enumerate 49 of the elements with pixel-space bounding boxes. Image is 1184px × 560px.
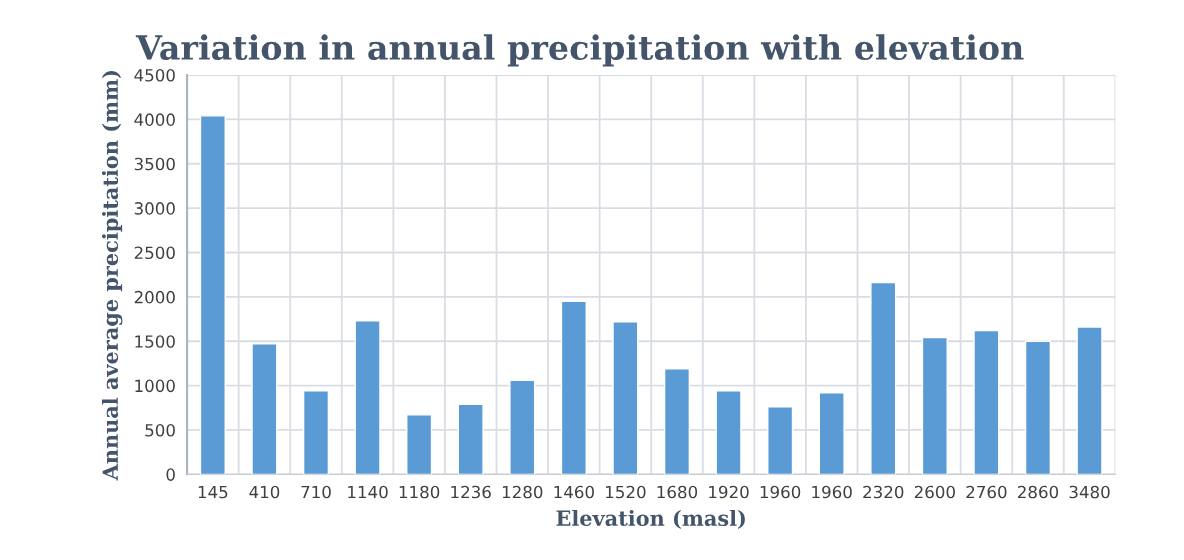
bar [199,115,226,475]
chart-title: Variation in annual precipitation with elevation [135,34,1024,67]
y-tick-label: 2000 [134,290,175,304]
bar [560,300,587,475]
x-tick-label: 1236 [451,485,491,499]
x-tick-label: 1140 [348,485,388,499]
y-tick-label: 1500 [135,335,175,348]
bar [663,368,691,475]
x-tick-label: 1280 [502,485,543,499]
bar [973,329,1000,475]
x-tick-label: 1180 [399,485,440,499]
y-tick-label: 4500 [134,69,175,82]
x-tick-label: 410 [249,485,280,499]
bar [818,391,845,475]
bar [457,403,484,475]
x-tick-label: 145 [198,485,228,499]
x-tick-label: 3480 [1069,485,1110,499]
y-tick-label: 3000 [134,202,175,215]
x-tick-label: 710 [301,485,331,499]
y-axis-title: Annual average precipitation (mm) [101,71,123,481]
bar [612,321,639,475]
x-tick-label: 1460 [554,485,594,499]
x-tick-label: 2600 [914,485,955,499]
y-tick-label: 3500 [134,157,175,171]
y-tick-label: 4000 [134,113,175,126]
bar [715,390,742,475]
y-tick-label: 0 [166,468,175,481]
bar [251,343,278,475]
y-tick-label: 2500 [134,246,175,260]
bar [302,390,330,475]
x-tick-label: 1920 [709,485,749,499]
bar [870,281,897,475]
x-tick-label: 1960 [760,485,801,499]
bar [767,406,794,475]
x-tick-label: 2760 [966,485,1007,499]
bar [1024,340,1052,475]
y-tick-label: 500 [145,423,175,437]
y-tick-label: 1000 [135,379,175,393]
bar [406,414,433,475]
x-axis-title: Elevation (masl) [556,509,745,529]
x-tick-label: 1680 [657,485,698,499]
bar [1076,326,1103,475]
bar [354,320,381,475]
x-tick-label: 2860 [1017,485,1059,499]
x-tick-label: 1960 [812,485,852,499]
x-tick-label: 1520 [606,485,646,499]
x-tick-label: 2320 [863,485,904,499]
bar [921,336,948,475]
bar [509,379,536,475]
